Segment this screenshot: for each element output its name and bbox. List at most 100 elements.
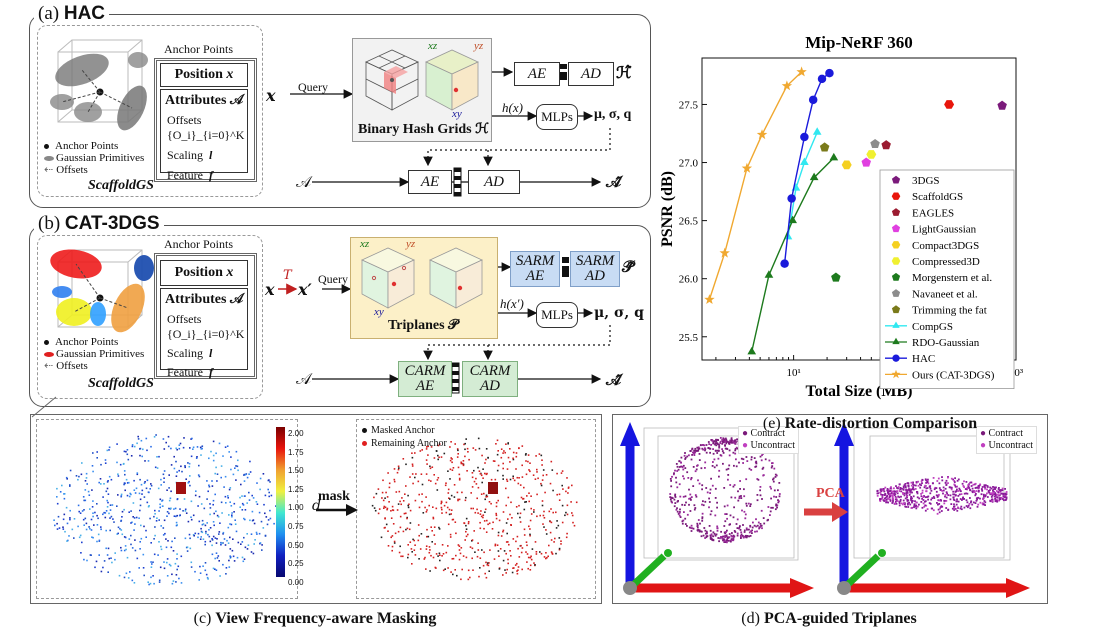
cat-plane-yz: yz: [406, 238, 416, 250]
series-scaffoldgs: [944, 100, 955, 109]
cat-sarm-ad: SARM AD: [570, 251, 620, 287]
legend-entry: Compressed3D: [912, 256, 980, 268]
cat-attributes-box: Attributes 𝒜 Offsets {O_i}_{i=0}^K Scali…: [160, 288, 248, 379]
data-point: [997, 100, 1007, 110]
legend-marker: [892, 337, 900, 345]
pca-legend-right: ● Contract ● Uncontract: [976, 426, 1037, 454]
data-point: [747, 346, 757, 355]
data-point: [841, 160, 852, 170]
data-point: [881, 140, 891, 150]
hac-attr-out: 𝒜̂: [606, 172, 622, 191]
data-point: [819, 142, 830, 152]
hac-plane-xz: xz: [428, 40, 438, 52]
series-morgenstern-et-al-: [831, 272, 841, 282]
rd-caption: (e) Rate-distortion Comparison: [762, 415, 978, 432]
hac-scaffold-frame: [37, 25, 263, 197]
cat-flow-lines: [278, 257, 618, 394]
series-compact3dgs: [841, 160, 852, 170]
data-point: [741, 162, 753, 173]
cat-anchor-points-label: Anchor Points: [164, 237, 233, 251]
hac-legend: Anchor Points Gaussian Primitives ⇠ Offse…: [44, 140, 145, 176]
cat-triplane-cubes: [361, 247, 483, 309]
hac-mlp-out: μ, σ, q: [594, 107, 632, 122]
data-point: [704, 294, 715, 304]
masking-colorbar-label: d: [312, 498, 321, 514]
data-point: [800, 157, 809, 165]
data-point: [817, 74, 827, 84]
series-eagles: [881, 140, 891, 150]
series-line: [751, 157, 835, 353]
series-ours-cat-3dgs-: [704, 66, 807, 304]
cat-input-x: x: [265, 280, 275, 299]
hac-hash-grid-cubes: [365, 49, 479, 111]
cat-panel: [29, 225, 651, 407]
series-rdo-gaussian: [747, 152, 839, 355]
cat-attr-in: 𝒜: [296, 369, 312, 388]
pca-illustration: [620, 422, 1030, 598]
hac-ae-top: AE: [514, 62, 560, 86]
cat-x-prime: x′: [298, 280, 312, 299]
hac-anchor-illustration: [50, 39, 148, 131]
series-trimming-the-fat: [819, 142, 830, 152]
cat-hx: h(x′): [500, 296, 524, 311]
cat-scaffold-frame: [37, 235, 263, 399]
hac-attr-box: [154, 58, 257, 182]
chart-ytick-label: 26.0: [679, 274, 699, 286]
series-line: [787, 132, 818, 238]
legend-marker: [891, 305, 901, 314]
data-point: [831, 272, 841, 282]
data-point: [780, 259, 789, 268]
hac-mlps: MLPs: [536, 104, 578, 130]
cat-attr-box: [154, 253, 257, 379]
cat-mlps: MLPs: [536, 302, 578, 328]
hac-plane-yz: yz: [474, 40, 484, 52]
cat-sarm-ae: SARM AE: [510, 251, 560, 287]
legend-entry: RDO-Gaussian: [912, 337, 980, 349]
hac-title: (a) HAC: [34, 3, 110, 25]
pca-panel: [612, 414, 1048, 604]
legend-marker: [892, 321, 900, 328]
chart-ytick-label: 27.5: [679, 99, 699, 111]
data-point: [808, 95, 818, 105]
hac-attributes-box: Attributes 𝒜 Offsets {O_i}_{i=0}^K Scali…: [160, 89, 248, 182]
pca-arrow-label: PCA: [816, 486, 845, 501]
masking-right-frame: [356, 419, 596, 599]
hac-scaffold-label: ScaffoldGS: [88, 178, 154, 193]
hac-out-h: ℋ̂: [616, 65, 632, 82]
data-point: [719, 247, 730, 258]
chart-xtick-label: 10¹: [786, 367, 800, 379]
masking-panel: [30, 414, 602, 604]
data-point: [829, 152, 839, 161]
legend-marker: [892, 354, 900, 362]
masking-colorbar-ticks: 2.00 1.75 1.50 1.25 1.00 0.75 0.50 0.25 0.00: [288, 429, 304, 587]
data-point: [764, 270, 774, 278]
legend-marker: [891, 289, 901, 297]
legend-entry: Ours (CAT-3DGS): [912, 369, 995, 381]
legend-entry: LightGaussian: [912, 224, 977, 236]
pca-caption: (d) PCA-guided Triplanes: [741, 610, 917, 627]
masking-red-pointcloud: [371, 437, 578, 581]
masking-hotspot: [176, 482, 186, 494]
masking-mask-arrow: [316, 504, 358, 516]
masking-callout-lines: [31, 396, 57, 418]
cat-query-label: Query: [318, 272, 348, 286]
masking-colorbar: [276, 427, 285, 577]
data-point: [825, 68, 834, 78]
cat-out-p: 𝒫̂: [622, 257, 634, 276]
data-point: [756, 129, 768, 140]
data-point: [866, 150, 877, 159]
data-point: [781, 80, 793, 91]
data-point: [812, 127, 822, 135]
cat-title: (b) CAT-3DGS: [34, 213, 164, 235]
series-lightgaussian: [861, 157, 871, 167]
legend-marker: [891, 208, 901, 216]
hac-ad-top: AD: [568, 62, 614, 86]
cat-t-label: T: [283, 268, 292, 283]
hac-position-box: Position x: [160, 63, 248, 87]
data-point: [944, 100, 955, 109]
masking-blue-pointcloud: [53, 434, 280, 586]
hac-anchor-points-label: Anchor Points: [164, 42, 233, 56]
cat-position-box: Position x: [160, 260, 248, 286]
data-point: [787, 194, 796, 203]
